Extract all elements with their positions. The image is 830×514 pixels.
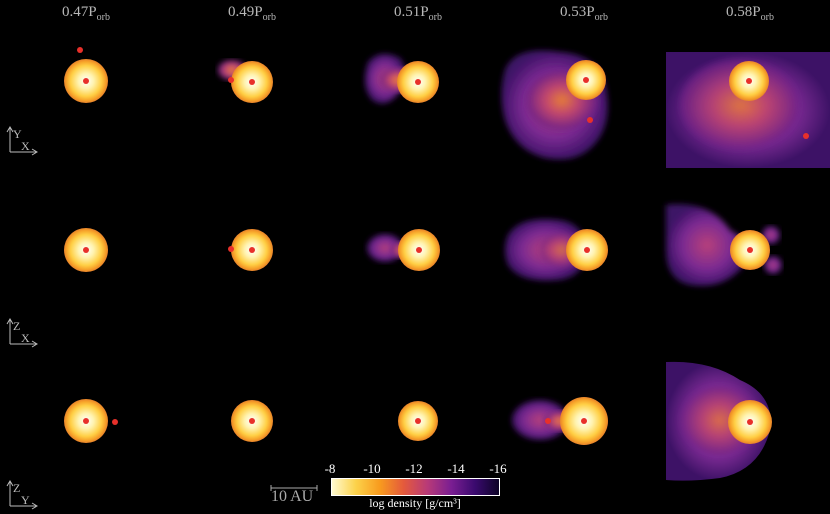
panel-r3c4: [512, 397, 608, 445]
panel-r1c5: [666, 52, 830, 168]
axis-label-row1-vertical: Y: [13, 127, 22, 141]
column-title-4: 0.53Porb: [560, 4, 608, 23]
axis-label-row2-vertical: Z: [13, 319, 21, 333]
companion-marker: [587, 117, 593, 123]
colorbar-tick-2: -10: [363, 461, 381, 476]
axis-label-row3-vertical: Z: [13, 481, 21, 495]
star-core-marker: [83, 247, 89, 253]
star-core-marker: [584, 247, 590, 253]
companion-marker: [77, 47, 83, 53]
star-core-marker: [249, 247, 255, 253]
companion-marker: [228, 246, 234, 252]
axis-indicator-row2: [6, 318, 38, 348]
panel-r2c5: [666, 204, 782, 286]
panel-r3c1: [64, 399, 118, 443]
panel-r1c3: [364, 53, 439, 104]
panel-r3c2: [231, 400, 273, 442]
colorbar-tick-3: -12: [405, 461, 423, 476]
gas-clump: [764, 256, 782, 274]
panel-r3c5: [666, 361, 772, 481]
companion-marker: [545, 418, 551, 424]
colorbar-tick-5: -16: [489, 461, 507, 476]
axis-indicator-row3: [6, 480, 38, 510]
gas-cloud: [666, 204, 748, 286]
column-title-1: 0.47Porb: [62, 4, 110, 23]
star-core-marker: [747, 247, 753, 253]
axis-label-row1-horizontal: X: [21, 139, 30, 153]
scale-bar-label: 10 AU: [271, 488, 314, 505]
column-title-5: 0.58Porb: [726, 4, 774, 23]
axis-label-row3-horizontal: Y: [21, 493, 30, 507]
axis-indicator-row1: [6, 126, 38, 156]
companion-marker: [803, 133, 809, 139]
colorbar: [331, 478, 500, 496]
star-core-marker: [416, 247, 422, 253]
panel-r3c3: [398, 401, 438, 441]
star-core-marker: [581, 418, 587, 424]
panel-r2c4: [505, 219, 608, 281]
star-core-marker: [583, 77, 589, 83]
star-core-marker: [249, 79, 255, 85]
scale-bar: [270, 485, 318, 491]
panel-r1c1: [64, 47, 108, 103]
star-core-marker: [747, 419, 753, 425]
star-core-marker: [83, 418, 89, 424]
axis-label-row2-horizontal: X: [21, 331, 30, 345]
star-core-marker: [83, 78, 89, 84]
gas-cloud: [680, 60, 800, 150]
panel-r2c2: [228, 229, 273, 271]
panel-r1c4: [501, 50, 608, 160]
colorbar-label: log density [g/cm³]: [369, 496, 461, 510]
star-core-marker: [415, 418, 421, 424]
column-title-2: 0.49Porb: [228, 4, 276, 23]
colorbar-tick-1: -8: [324, 461, 336, 476]
panel-r1c2: [218, 60, 273, 103]
star-core-marker: [746, 78, 752, 84]
column-title-3: 0.51Porb: [394, 4, 442, 23]
companion-marker: [112, 419, 118, 425]
colorbar-tick-4: -14: [447, 461, 465, 476]
companion-marker: [228, 77, 234, 83]
panel-r2c1: [64, 228, 108, 272]
star-core-marker: [415, 79, 421, 85]
star-core-marker: [249, 418, 255, 424]
panel-r2c3: [367, 229, 440, 271]
